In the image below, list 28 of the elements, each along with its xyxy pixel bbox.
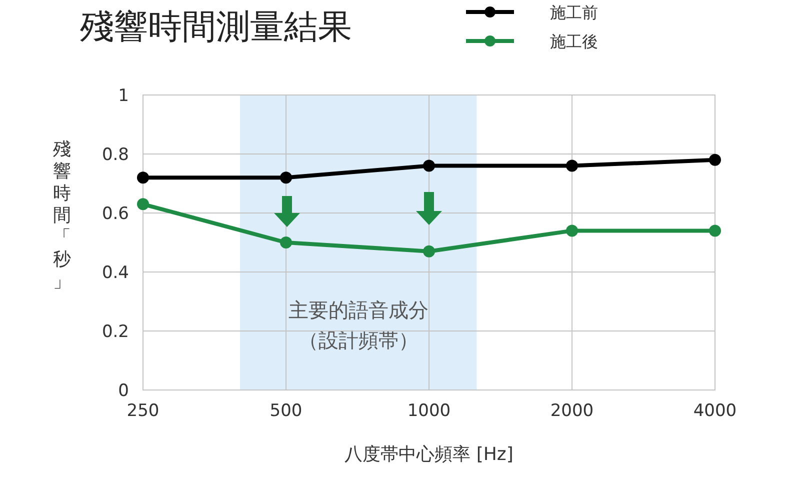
y-tick-label: 0 (118, 381, 129, 401)
y-tick-label: 1 (118, 86, 129, 106)
chart-title: 殘響時間測量結果 (80, 7, 352, 47)
point (423, 245, 435, 258)
legend-label: 施工前 (550, 3, 598, 22)
x-tick-label: 1000 (407, 401, 451, 421)
point (423, 160, 435, 172)
point (566, 160, 578, 172)
point (280, 236, 292, 248)
point (566, 224, 578, 237)
point (137, 198, 149, 210)
point (709, 224, 721, 237)
point (709, 154, 721, 166)
band-label: 主要的語音成分（設計頻帯） (288, 298, 428, 352)
x-tick-label: 4000 (693, 401, 737, 421)
legend-label: 施工後 (550, 32, 598, 51)
y-tick-label: 0.4 (102, 263, 129, 283)
x-tick-label: 2000 (550, 401, 594, 421)
x-tick-label: 500 (270, 401, 302, 421)
band: 主要的語音成分（設計頻帯） (240, 95, 477, 390)
y-tick-label: 0.6 (102, 204, 129, 224)
y-tick-label: 0.2 (102, 322, 129, 342)
x-tick-label: 250 (126, 401, 160, 421)
point (280, 172, 292, 184)
point (137, 172, 149, 184)
y-tick-label: 0.8 (102, 145, 129, 165)
y-axis-title: 殘響時間「秒」 (53, 139, 71, 292)
x-axis-title: 八度帯中心頻率 [Hz] (344, 444, 514, 465)
